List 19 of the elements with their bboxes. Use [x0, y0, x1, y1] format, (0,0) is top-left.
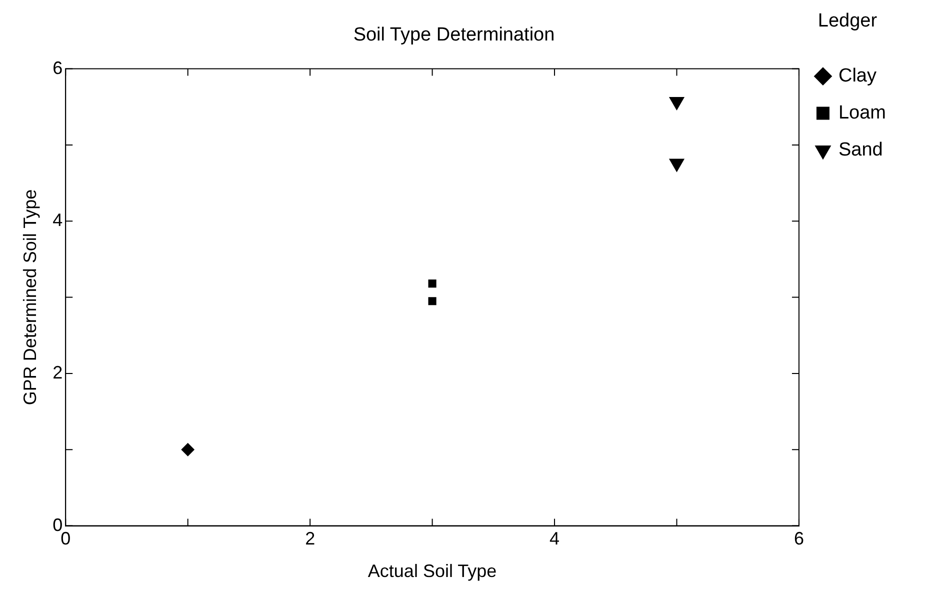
legend-label: Sand [838, 140, 883, 161]
y-tick-label: 6 [52, 58, 63, 78]
point [669, 158, 684, 172]
point [428, 280, 436, 288]
y-axis-title: GPR Determined Soil Type [20, 189, 40, 406]
y-tick-label: 2 [52, 362, 63, 382]
point [428, 297, 436, 306]
legend-title: Ledger [818, 10, 878, 32]
x-tick-label: 6 [794, 528, 804, 549]
point [181, 443, 194, 456]
point [669, 97, 684, 110]
legend-label: Clay [838, 66, 877, 87]
chart-title: Soil Type Determination [353, 24, 555, 46]
x-tick-label: 4 [550, 528, 560, 549]
legend-label: Loam [838, 102, 886, 124]
y-tick-label: 4 [52, 210, 63, 230]
x-tick-label: 2 [305, 528, 316, 549]
x-axis-title: Actual Soil Type [368, 561, 497, 582]
y-tick-label: 0 [52, 514, 63, 535]
